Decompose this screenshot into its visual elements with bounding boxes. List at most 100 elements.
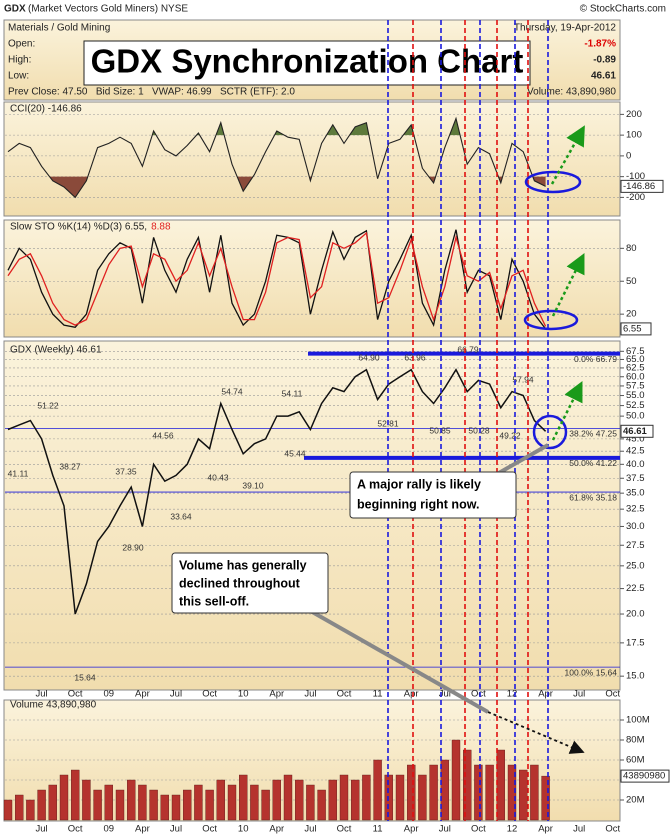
volume-bar: [3, 799, 13, 821]
volume-bar: [373, 759, 382, 821]
last-value-box: [620, 769, 670, 783]
volume-bar: [104, 784, 114, 821]
y-tick-label: -100: [626, 171, 645, 182]
cci-panel: [3, 101, 621, 217]
price-label: 54.11: [282, 388, 303, 398]
x-tick-label: Jul: [36, 689, 48, 700]
volume-bar: [26, 799, 35, 821]
volume-bar: [93, 789, 102, 821]
volume-bar: [418, 774, 427, 821]
x-tick-label: Jul: [36, 824, 48, 835]
volume-bar: [216, 779, 226, 821]
stats: Prev Close: 47.50 Bid Size: 1 VWAP: 46.9…: [8, 87, 295, 98]
y-tick-label: 20.0: [626, 609, 645, 620]
price-label: 66.79: [457, 344, 479, 354]
y-tick-label: 25.0: [626, 560, 645, 571]
volume-bar: [182, 789, 192, 821]
y-tick-label: 60.0: [626, 371, 645, 382]
y-tick-label: 15.0: [626, 671, 645, 682]
y-tick-label: 50: [626, 276, 637, 287]
x-tick-label: Oct: [68, 689, 83, 700]
y-tick-label: 20M: [626, 795, 645, 806]
x-tick-label: Jul: [573, 824, 585, 835]
price-label: 40.43: [207, 472, 229, 482]
volume-bar: [496, 749, 505, 821]
volume-bar: [171, 794, 181, 821]
price-label: 33.64: [170, 511, 192, 521]
x-tick-label: Jul: [304, 824, 316, 835]
price-label: 38.27: [59, 461, 81, 471]
y-tick-label: 67.5: [626, 346, 645, 357]
volume-bar: [306, 784, 315, 821]
last-value-box: [620, 179, 664, 193]
y-tick-label: 80: [626, 243, 637, 254]
x-tick-label: Oct: [202, 689, 217, 700]
last-value: 46.61: [623, 426, 647, 437]
x-tick-label: Apr: [538, 824, 553, 835]
sector: Materials / Gold Mining: [8, 23, 110, 34]
x-tick-label: 11: [373, 689, 383, 700]
y-tick-label: 17.5: [626, 637, 645, 648]
volume-bar: [261, 789, 270, 821]
last-value: 6.55: [623, 323, 642, 334]
x-tick-label: 11: [373, 824, 383, 835]
price-label: 51.22: [37, 400, 59, 410]
x-tick-label: Oct: [337, 689, 352, 700]
fib-label: 38.2% 47.25: [569, 429, 617, 439]
volume-bar: [194, 784, 203, 821]
y-tick-label: 50.0: [626, 411, 645, 422]
y-tick-label: 0: [626, 150, 631, 161]
x-tick-label: 10: [238, 689, 249, 700]
x-tick-label: 09: [104, 689, 115, 700]
x-tick-label: Oct: [471, 824, 486, 835]
x-tick-label: Jul: [304, 689, 316, 700]
volume-bar: [205, 789, 214, 821]
x-tick-label: Jul: [170, 689, 182, 700]
volume-bar: [238, 774, 248, 821]
y-tick-label: 20: [626, 309, 637, 320]
x-tick-label: Apr: [269, 689, 284, 700]
y-tick-label: 65.0: [626, 354, 645, 365]
last-value: -146.86: [623, 181, 655, 192]
callout-pointer: [299, 603, 489, 714]
panel-title: CCI(20) -146.86: [10, 104, 82, 115]
sto-panel: [3, 219, 621, 338]
volume-stat: Volume: 43,890,980: [527, 87, 616, 98]
volume-bar: [351, 779, 360, 821]
x-tick-label: Jul: [170, 824, 182, 835]
price-label: 37.35: [115, 466, 137, 476]
price-label: 15.64: [74, 672, 96, 682]
volume-bar: [37, 789, 46, 821]
change: -0.89: [593, 55, 616, 66]
volume-bar: [70, 769, 80, 821]
volume-bar: [429, 764, 438, 821]
data-line: [7, 368, 547, 615]
y-tick-label: 100: [626, 130, 642, 141]
price-label: 44.56: [152, 430, 174, 440]
x-tick-label: Apr: [269, 824, 284, 835]
plot-layer: CCI(20) -146.86 200 100 0 -100 -200-146.86 Slo…: [3, 104, 670, 835]
volume-bar: [160, 794, 170, 821]
title-box: [83, 40, 531, 86]
change-percent: -1.87%: [584, 39, 616, 50]
volume-bar: [138, 784, 147, 821]
y-tick-label: 55.0: [626, 390, 645, 401]
x-tick-label: 10: [238, 824, 249, 835]
price-label: 41.11: [8, 468, 29, 478]
fib-label: 100.0% 15.64: [565, 667, 618, 677]
x-tick-label: Apr: [538, 689, 553, 700]
y-tick-label: 100M: [626, 715, 650, 726]
volume-bar: [530, 764, 539, 821]
y-tick-label: 42.5: [626, 446, 645, 457]
y-tick-label: 200: [626, 109, 642, 120]
volume-bar: [14, 794, 24, 821]
price-label: 39.10: [242, 480, 264, 490]
data-line: [7, 231, 547, 327]
y-tick-label: -200: [626, 192, 645, 203]
fib-label: 61.8% 35.18: [569, 492, 617, 502]
volume-bar: [440, 759, 449, 821]
y-tick-label: 22.5: [626, 583, 645, 594]
price-label: 28.90: [122, 542, 144, 552]
highlight-ellipse: [524, 170, 582, 194]
